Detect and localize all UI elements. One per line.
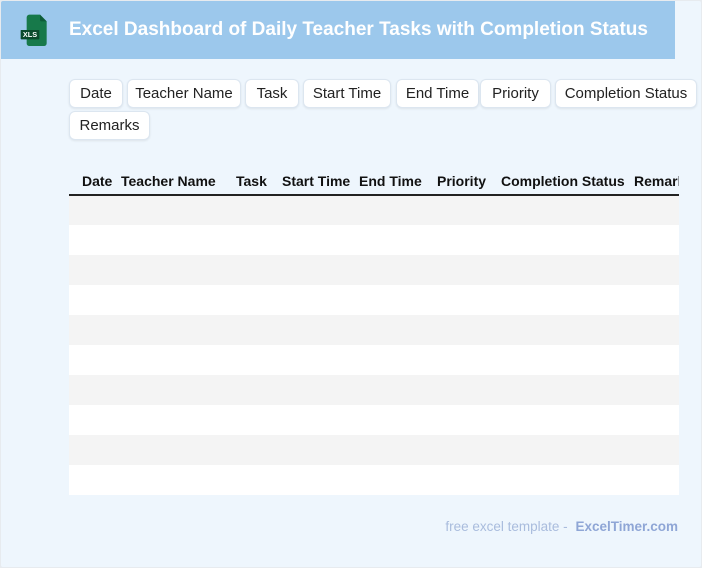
svg-text:XLS: XLS — [23, 30, 37, 39]
